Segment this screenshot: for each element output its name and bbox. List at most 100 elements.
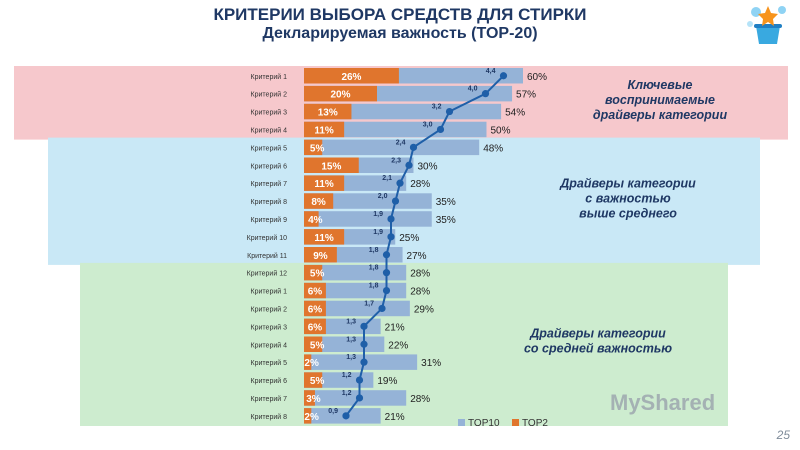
category-label: Критерий 5 (251, 144, 288, 152)
top2-value-label: 20% (330, 90, 350, 101)
importance-value-label: 1,9 (373, 211, 383, 218)
importance-value-label: 0,9 (328, 408, 338, 415)
top2-value-label: 11% (314, 233, 334, 244)
importance-value-label: 1,3 (346, 336, 356, 343)
zone-label-2: с важностью (585, 191, 671, 205)
top2-bar (304, 282, 326, 299)
top10-value-label: 22% (388, 340, 408, 351)
category-label: Критерий 2 (251, 305, 288, 313)
importance-point (382, 269, 391, 277)
top2-value-label: 6% (308, 322, 323, 333)
top2-bar (304, 103, 352, 120)
top10-value-label: 60% (527, 72, 547, 83)
legend-label-top2: TOP2 (522, 418, 548, 429)
category-label: Критерий 4 (251, 126, 288, 134)
category-label: Критерий 3 (251, 323, 288, 331)
detergent-logo-icon (747, 6, 786, 44)
top2-value-label: 15% (321, 161, 341, 172)
top10-value-label: 28% (410, 287, 430, 298)
importance-point (382, 251, 391, 259)
top2-bar (304, 121, 345, 138)
top10-value-label: 35% (436, 197, 456, 208)
importance-point (360, 322, 368, 330)
top2-value-label: 6% (308, 287, 323, 298)
zone-label-1: Ключевые (628, 78, 693, 92)
category-label: Критерий 8 (251, 198, 288, 206)
importance-value-label: 1,2 (342, 372, 352, 379)
legend-swatch-top2 (512, 419, 519, 426)
importance-value-label: 2,1 (382, 175, 392, 182)
top2-bar (304, 336, 323, 352)
top2-value-label: 5% (310, 269, 325, 280)
top2-value-label: 4% (308, 215, 323, 226)
category-label: Критерий 8 (251, 413, 288, 421)
zone-label-1: воспринимаемые (605, 93, 715, 107)
category-label: Критерий 2 (251, 91, 288, 99)
top10-value-label: 29% (414, 304, 434, 315)
importance-value-label: 1,8 (369, 247, 379, 254)
watermark: MyShared (610, 390, 716, 415)
legend-label-top10: TOP10 (468, 418, 500, 429)
top10-value-label: 19% (377, 376, 397, 387)
category-label: Критерий 4 (251, 341, 288, 349)
page-number: 25 (776, 428, 790, 442)
importance-point (342, 412, 350, 420)
top10-bar (304, 193, 432, 209)
zone-label-3: Драйверы категории (529, 326, 666, 340)
top10-value-label: 30% (418, 161, 438, 172)
top2-value-label: 11% (314, 125, 334, 136)
importance-point (436, 125, 445, 134)
importance-point (499, 72, 508, 80)
top10-bar (304, 408, 381, 424)
top2-bar (304, 354, 312, 370)
top10-bar (304, 390, 407, 406)
category-label: Критерий 7 (251, 395, 288, 403)
top2-bar (304, 175, 345, 191)
category-label: Критерий 10 (247, 234, 287, 242)
top2-bar (304, 193, 334, 209)
importance-value-label: 3,2 (432, 104, 442, 111)
top2-bar (304, 211, 319, 227)
importance-point (378, 304, 386, 313)
importance-point (405, 161, 413, 169)
top2-value-label: 8% (311, 197, 326, 208)
category-label: Критерий 11 (247, 252, 287, 260)
category-label: Критерий 12 (247, 270, 287, 278)
top10-value-label: 27% (407, 251, 427, 262)
top2-value-label: 26% (341, 72, 361, 83)
importance-point (355, 394, 364, 402)
category-label: Критерий 6 (251, 377, 288, 385)
top2-bar (304, 372, 323, 388)
top10-value-label: 25% (399, 233, 419, 244)
importance-value-label: 1,3 (346, 354, 356, 361)
importance-point (360, 340, 368, 348)
top2-bar (304, 264, 323, 281)
importance-value-label: 1,7 (364, 300, 374, 307)
top2-bar (304, 139, 323, 156)
top2-bar (304, 318, 326, 335)
category-label: Критерий 1 (251, 288, 288, 296)
importance-point (382, 286, 391, 295)
top2-value-label: 2% (304, 412, 319, 423)
importance-value-label: 2,4 (396, 139, 406, 146)
category-label: Критерий 5 (251, 359, 288, 367)
category-label: Критерий 9 (251, 216, 288, 224)
top2-bar (304, 85, 377, 102)
zone-label-3: со средней важностью (524, 341, 672, 355)
top10-value-label: 21% (385, 412, 405, 423)
top10-value-label: 50% (491, 125, 511, 136)
top2-bar (304, 247, 337, 263)
top2-bar (304, 408, 312, 424)
top10-value-label: 31% (421, 358, 441, 369)
top10-value-label: 28% (410, 394, 430, 405)
importance-point (360, 358, 368, 366)
top2-bar (304, 68, 399, 84)
category-label: Критерий 7 (251, 180, 288, 188)
top10-value-label: 28% (410, 269, 430, 280)
top2-bar (304, 229, 345, 245)
importance-point (355, 376, 364, 384)
importance-value-label: 2,3 (391, 157, 401, 164)
top2-bar (304, 300, 326, 317)
importance-point (387, 233, 395, 241)
